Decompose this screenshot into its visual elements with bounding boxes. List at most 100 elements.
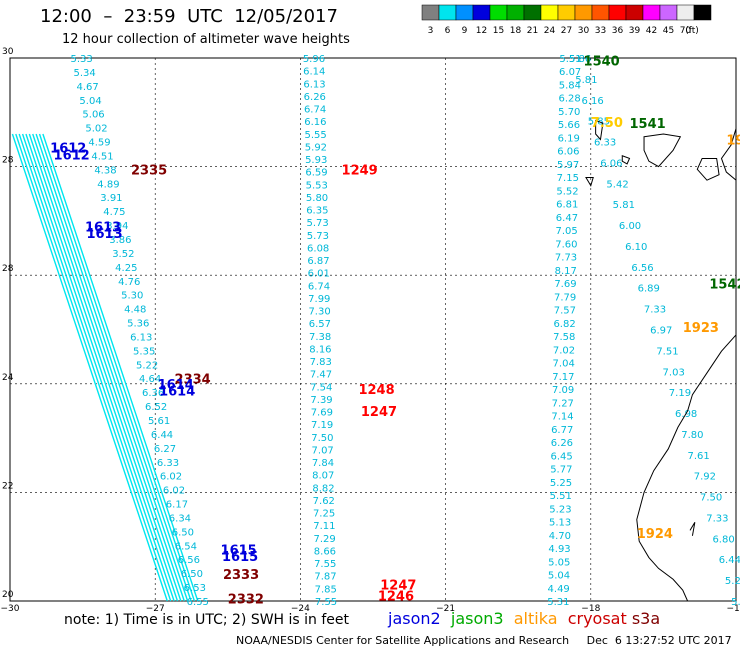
wave-height-value: 7.02 [553, 345, 575, 356]
legend-label: 27 [561, 26, 572, 36]
legend-label: 21 [527, 26, 538, 36]
wave-height-value: 6.34 [169, 513, 191, 524]
pass-time-label: 1540 [584, 55, 620, 70]
wave-height-value: 5.07 [731, 597, 740, 608]
legend-swatch [693, 4, 712, 21]
pass-time-label: 1613 [86, 227, 122, 242]
wave-height-value: 7.54 [310, 382, 332, 393]
pass-time-label: 1246 [378, 590, 414, 605]
wave-height-value: 7.69 [311, 408, 333, 419]
pass-time-label: 2333 [223, 568, 259, 583]
wave-height-value: 5.52 [556, 186, 578, 197]
wave-height-value: 7.11 [313, 521, 335, 532]
wave-height-value: 6.50 [181, 569, 203, 580]
sat-altika: altika [513, 609, 558, 628]
map-title: 12:00 – 23:59 UTC 12/05/2017 [40, 6, 338, 27]
wave-height-value: 5.73 [306, 218, 328, 229]
lat-tick-label: 30 [2, 47, 14, 57]
legend-label: 42 [646, 26, 657, 36]
wave-height-value: 5.26 [725, 576, 740, 587]
wave-height-value: 5.04 [79, 96, 101, 107]
wave-height-value: 7.87 [314, 572, 336, 583]
wave-height-value: 5.97 [557, 160, 579, 171]
pass-time-label: 1249 [342, 163, 378, 178]
wave-height-value: 7.05 [556, 226, 578, 237]
wave-height-value: 5.73 [307, 231, 329, 242]
wave-height-value: 5.33 [71, 54, 93, 65]
island-outline [643, 133, 682, 168]
wave-height-value: 6.56 [178, 555, 200, 566]
lat-tick-label: 28 [2, 264, 14, 274]
wave-height-value: 4.64 [139, 374, 161, 385]
wave-height-value: 3.91 [100, 193, 122, 204]
wave-height-value: 5.80 [306, 193, 328, 204]
pass-time-label: 1542 [709, 277, 740, 292]
wave-height-value: 6.74 [304, 105, 326, 116]
wave-height-value: 5.81 [575, 75, 597, 86]
pass-time-label: 1924 [637, 527, 673, 542]
wave-height-value: 7.27 [552, 398, 574, 409]
pass-time-label: 1612 [50, 142, 86, 157]
wave-height-value: 7.47 [310, 370, 332, 381]
pass-time-label: 1247 [361, 405, 397, 420]
wave-height-value: 6.36 [142, 388, 164, 399]
legend-label: 36 [612, 26, 624, 36]
color-scale-legend: 3 6 9 12 15 18 21 24 27 30 33 36 39 42 45 70(ft) [421, 4, 712, 36]
legend-label: 45 [663, 26, 674, 36]
wave-height-value: 8.82 [312, 483, 334, 494]
wave-height-value: 8.17 [555, 266, 577, 277]
sat-jason3: jason3 [450, 609, 504, 628]
lon-tick-label: −21 [436, 604, 455, 614]
legend-unit: (ft) [685, 26, 699, 36]
wave-height-value: 6.56 [631, 263, 653, 274]
pass-time-label: 2332 [228, 592, 264, 607]
island-outline [621, 155, 631, 165]
pass-time-label: 1615 [221, 543, 257, 558]
wave-height-value: 5.36 [127, 319, 149, 330]
wave-height-value: 4.49 [548, 584, 570, 595]
island-outline [585, 176, 594, 187]
legend-label: 24 [544, 26, 556, 36]
wave-height-value: 6.35 [306, 206, 328, 217]
wave-height-value: 7.19 [311, 420, 333, 431]
wave-height-value: 7.69 [554, 279, 576, 290]
ground-track-line [35, 133, 192, 602]
lon-tick-label: −27 [146, 604, 165, 614]
ground-track-line [42, 133, 199, 602]
wave-height-value: 5.30 [121, 291, 143, 302]
wave-height-value: 4.25 [115, 263, 137, 274]
sat-jason2: jason2 [388, 609, 441, 628]
lon-tick-label: −30 [1, 604, 20, 614]
wave-height-value: 6.44 [151, 430, 173, 441]
wave-height-value: 5.84 [559, 80, 581, 91]
pass-time-label: 1612 [54, 149, 90, 164]
pass-time-label: 1247 [380, 579, 416, 594]
wave-height-value: 6.08 [307, 243, 329, 254]
lat-tick-label: 20 [2, 590, 14, 600]
legend-label: 70 [680, 26, 692, 36]
wave-height-value: 7.58 [553, 332, 575, 343]
wave-height-value: 3.52 [112, 249, 134, 260]
wave-height-value: 6.74 [308, 281, 330, 292]
wave-height-value: 7.30 [308, 307, 330, 318]
footer-note: note: 1) Time is in UTC; 2) SWH is in fe… [64, 612, 350, 628]
satellite-legend: jason2 jason3 altika cryosat s3a [388, 609, 660, 628]
wave-height-value: 4.59 [88, 138, 110, 149]
wave-height-value: 4.38 [94, 165, 116, 176]
legend-label: 15 [493, 26, 504, 36]
pass-time-label: 2334 [175, 372, 211, 387]
pass-time-label: 1923 [683, 321, 719, 336]
wave-height-value: 4.70 [549, 531, 571, 542]
ground-track-line [18, 133, 175, 602]
wave-height-value: 5.31 [547, 597, 569, 608]
legend-label: 33 [595, 26, 606, 36]
pass-time-label: 2335 [131, 163, 167, 178]
wave-height-value: 4.93 [548, 544, 570, 555]
ground-track-line [21, 133, 179, 602]
wave-height-value: 4.76 [118, 277, 140, 288]
wave-height-value: 6.87 [307, 256, 329, 267]
wave-height-value: 5.53 [306, 180, 328, 191]
wave-height-value: 5.77 [550, 465, 572, 476]
lon-tick-label: −24 [291, 604, 310, 614]
